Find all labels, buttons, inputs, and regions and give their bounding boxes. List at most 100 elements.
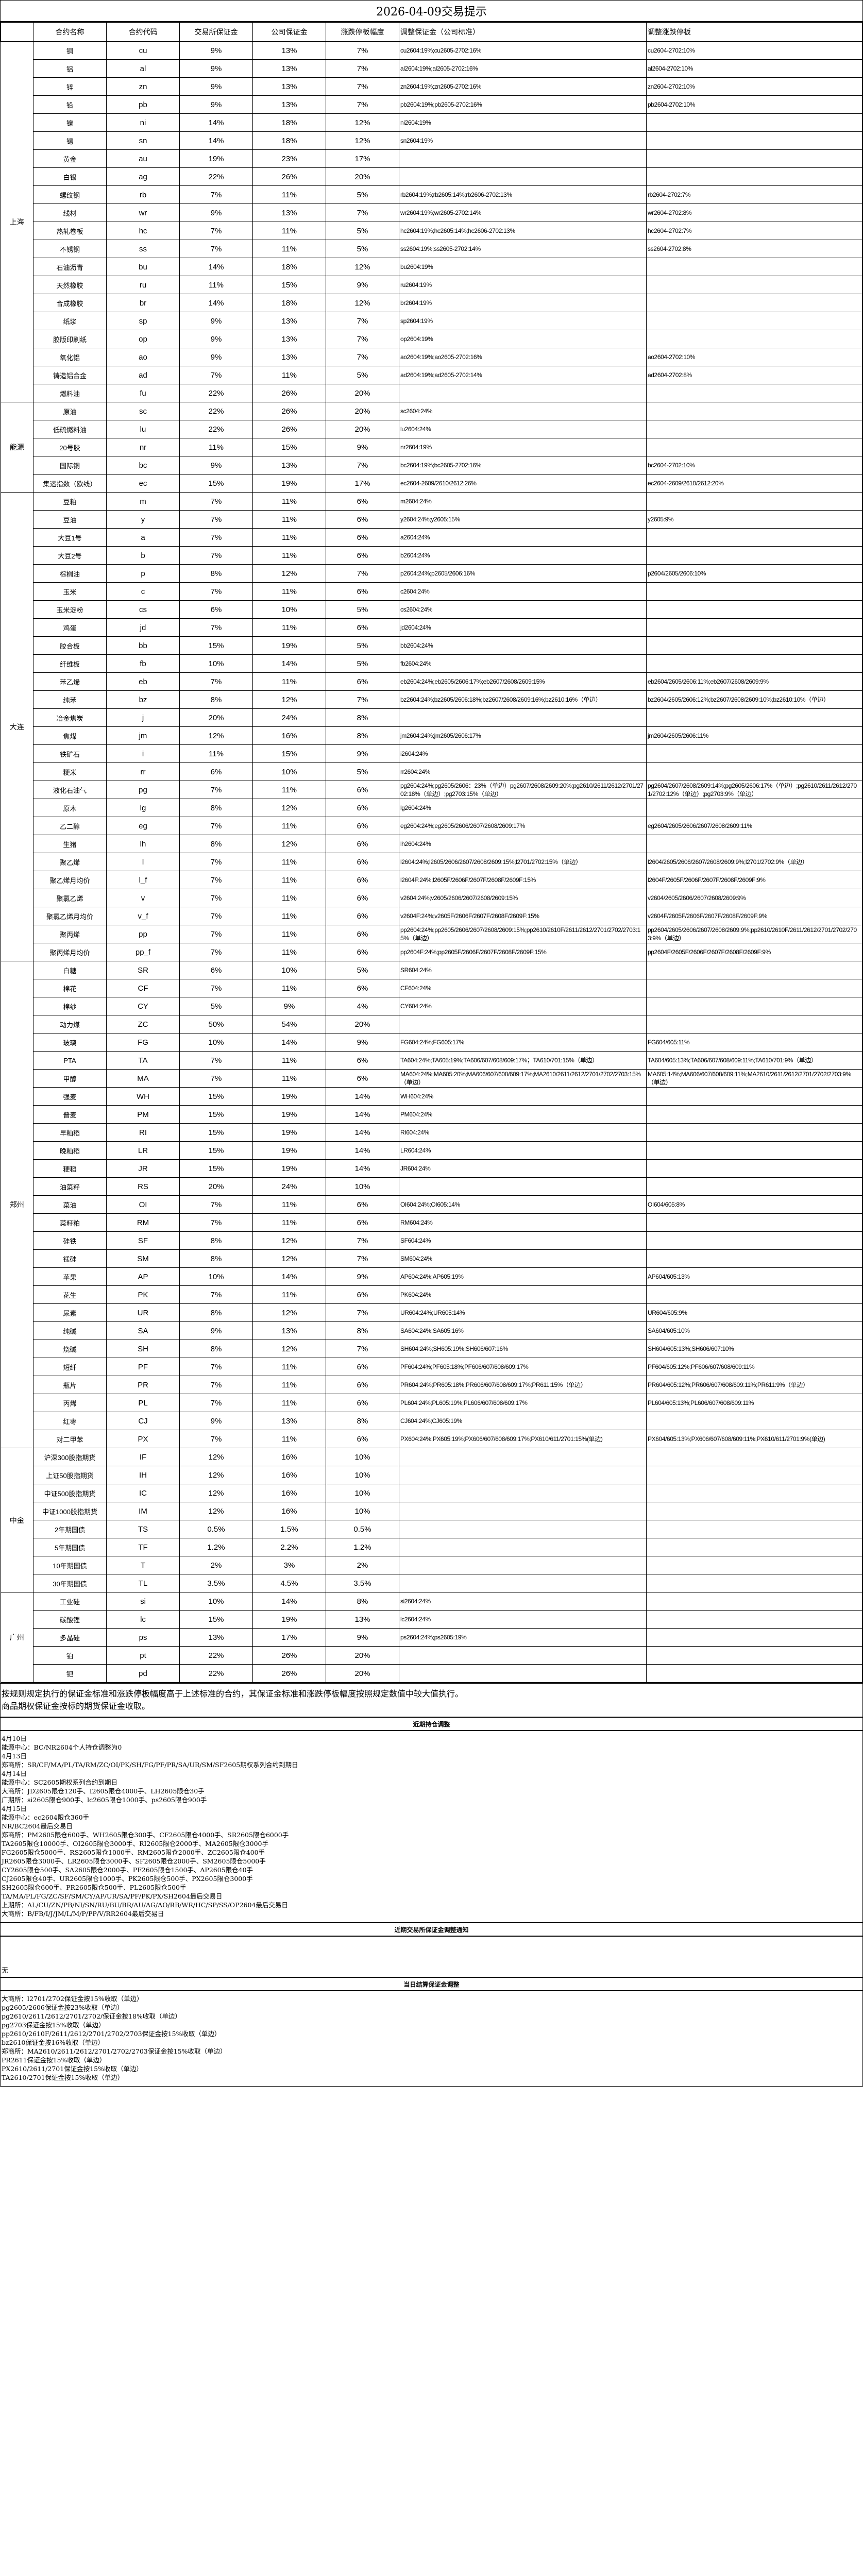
adjusted-margin: SH604:24%;SH605:19%;SH606/607:16% [399,1340,647,1358]
contract-name: 花生 [33,1285,107,1304]
exchange-margin: 13% [179,1628,253,1647]
price-limit: 6% [326,781,399,799]
exchange-margin: 7% [179,672,253,691]
adjusted-limit [646,1015,862,1033]
adjusted-margin: LR604:24% [399,1141,647,1160]
table-row: 花生 PK 7% 11% 6% PK604:24% [1,1285,862,1304]
contract-name: 螺纹钢 [33,185,107,204]
exchange-margin: 15% [179,1610,253,1629]
contract-name: 动力煤 [33,1015,107,1033]
exchange-margin: 8% [179,1303,253,1322]
price-limit: 20% [326,384,399,402]
note-line: 上期所：AL/CU/ZN/PB/NI/SN/RU/BU/BR/AU/AG/AO/… [2,1901,288,1909]
contract-code: SF [106,1231,180,1250]
adjusted-limit: pg2604/2607/2608/2609:14%;pg2605/2606:17… [646,781,862,799]
contract-name: 天然橡胶 [33,276,107,294]
contract-name: 大豆1号 [33,528,107,547]
exchange-margin: 12% [179,1502,253,1520]
company-margin: 12% [252,1303,326,1322]
contract-name: 聚乙烯月均价 [33,871,107,889]
exchange-margin: 14% [179,294,253,312]
table-row: 石油沥青 bu 14% 18% 12% bu2604:19% [1,258,862,276]
company-margin: 17% [252,1628,326,1647]
note-line: 郑商所：MA2610/2611/2612/2701/2702/2703保证金按1… [2,2047,227,2055]
adjusted-margin: eg2604:24%;eg2605/2606/2607/2608/2609:17… [399,817,647,835]
contract-code: LR [106,1141,180,1160]
contract-name: 不锈钢 [33,240,107,258]
adjusted-limit [646,1448,862,1466]
contract-code: ad [106,366,180,384]
adjusted-margin: pg2604:24%;pg2605/2606：23%（单边）pg2607/260… [399,781,647,799]
contract-name: 纯苯 [33,690,107,709]
table-row: 纯碱 SA 9% 13% 8% SA604:24%;SA605:16% SA604/605:… [1,1321,862,1340]
price-limit: 2% [326,1556,399,1574]
price-limit: 17% [326,149,399,168]
price-limit: 6% [326,1285,399,1304]
company-margin: 11% [252,546,326,565]
company-margin: 11% [252,1051,326,1070]
price-limit: 9% [326,276,399,294]
table-row: 螺纹钢 rb 7% 11% 5% rb2604:19%;rb2605:14%;rb2606… [1,185,862,204]
company-margin: 11% [252,240,326,258]
table-row: 生猪 lh 8% 12% 6% lh2604:24% [1,835,862,853]
company-margin: 11% [252,1195,326,1214]
adjusted-margin [399,1556,647,1574]
price-limit: 7% [326,41,399,60]
adjusted-margin [399,1538,647,1556]
adjusted-limit [646,1159,862,1178]
company-margin: 11% [252,1394,326,1412]
table-row: 丙烯 PL 7% 11% 6% PL604:24%;PL605:19%;PL606/607… [1,1394,862,1412]
company-margin: 12% [252,1340,326,1358]
adjusted-limit [646,1556,862,1574]
exchange-margin: 7% [179,1195,253,1214]
company-margin: 13% [252,204,326,222]
contract-code: FG [106,1033,180,1052]
exchange-margin: 5% [179,997,253,1015]
contract-code: lc [106,1610,180,1629]
adjusted-margin [399,1502,647,1520]
adjusted-margin: CF604:24% [399,979,647,997]
exchange-margin: 10% [179,1033,253,1052]
contract-name: 30年期国债 [33,1574,107,1592]
exchange-margin: 12% [179,726,253,745]
adjusted-limit [646,384,862,402]
contract-name: 工业硅 [33,1592,107,1611]
price-limit: 10% [326,1448,399,1466]
price-limit: 7% [326,348,399,366]
adjusted-limit [646,167,862,186]
adjusted-limit [646,1592,862,1611]
table-row: 纤维板 fb 10% 14% 5% fb2604:24% [1,654,862,673]
contract-name: 苹果 [33,1267,107,1286]
adjusted-limit [646,835,862,853]
contract-name: 国际铜 [33,456,107,474]
adjusted-limit: wr2604-2702:8% [646,204,862,222]
header-exchange-margin: 交易所保证金 [179,22,253,42]
note-line: TA2605限仓10000手、OI2605限仓3000手、RI2605限仓200… [2,1840,268,1848]
adjusted-margin: RI604:24% [399,1123,647,1142]
adjusted-limit: pb2604-2702:10% [646,95,862,114]
contract-name: 铂 [33,1646,107,1665]
note-line: NR/BC2604最后交易日 [2,1822,73,1830]
contract-code: RI [106,1123,180,1142]
price-limit: 7% [326,95,399,114]
exchange-margin: 7% [179,510,253,529]
exchange-margin: 7% [179,1358,253,1376]
company-margin: 11% [252,925,326,943]
adjusted-margin: OI604:24%;OI605:14% [399,1195,647,1214]
contract-name: 石油沥青 [33,258,107,276]
exchange-margin: 0.5% [179,1520,253,1538]
contract-name: 大豆2号 [33,546,107,565]
contract-code: SM [106,1249,180,1268]
contract-code: TF [106,1538,180,1556]
table-row: 郑州 白糖 SR 6% 10% 5% SR604:24% [1,961,862,1448]
contract-code: al [106,59,180,78]
price-limit: 10% [326,1502,399,1520]
company-margin: 19% [252,1141,326,1160]
exchange-margin: 20% [179,708,253,727]
table-row: 对二甲苯 PX 7% 11% 6% PX604:24%;PX605:19%;PX606/6… [1,1430,862,1448]
table-row: 玉米淀粉 cs 6% 10% 5% cs2604:24% [1,600,862,619]
table-row: 铁矿石 i 11% 15% 9% i2604:24% [1,744,862,763]
contract-code: br [106,294,180,312]
table-row: 上海铜 cu 9% 13% 7% cu2604:19%;cu2605-2702:16% cu… [1,41,862,402]
company-margin: 11% [252,871,326,889]
